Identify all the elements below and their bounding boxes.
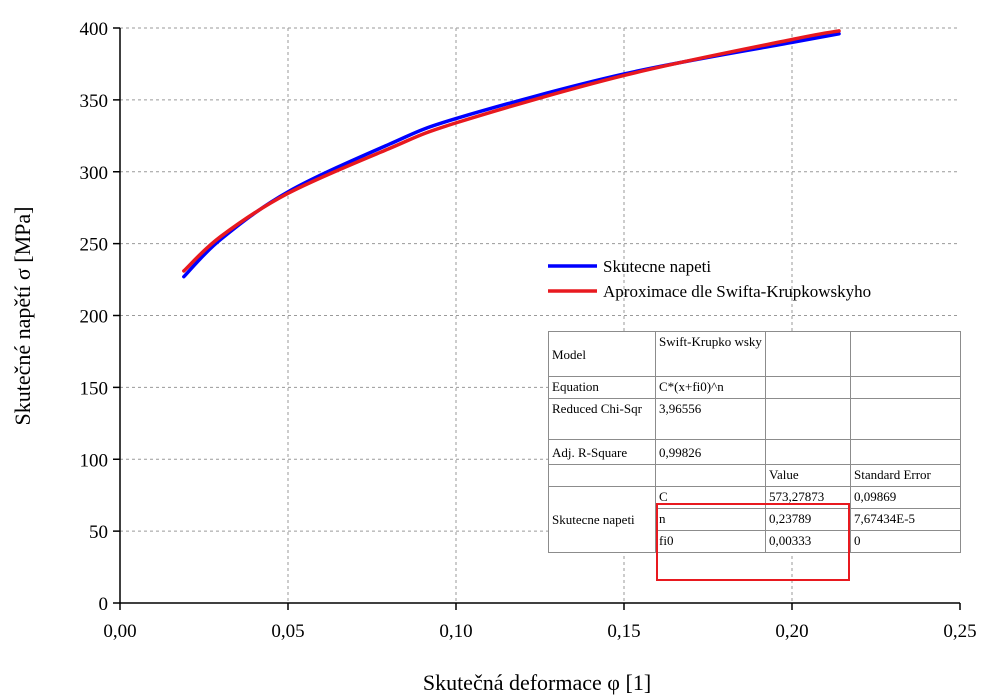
adj-value: 0,99826 xyxy=(655,439,766,465)
series-label: Skutecne napeti xyxy=(548,486,656,553)
x-axis-title: Skutečná deformace φ [1] xyxy=(423,670,651,695)
legend: Skutecne napeti Aproximace dle Swifta-Kru… xyxy=(548,257,871,301)
param-name: n xyxy=(655,508,766,531)
y-tick-label: 350 xyxy=(80,91,109,112)
equation-value: C*(x+fi0)^n xyxy=(655,376,766,399)
chi-label: Reduced Chi-Sqr xyxy=(548,398,656,440)
error-header: Standard Error xyxy=(850,464,961,487)
x-tick-label: 0,10 xyxy=(439,621,472,642)
legend-label: Aproximace dle Swifta-Krupkowskyho xyxy=(603,282,871,301)
param-error: 7,67434E-5 xyxy=(850,508,961,531)
series-lines xyxy=(182,29,841,279)
y-tick-label: 150 xyxy=(80,378,109,399)
empty-cell xyxy=(548,464,656,487)
empty-cell xyxy=(850,398,961,440)
equation-label: Equation xyxy=(548,376,656,399)
y-tick-label: 100 xyxy=(80,450,109,471)
y-tick-label: 250 xyxy=(80,235,109,256)
series-line-1 xyxy=(182,32,841,279)
model-value: Swift-Krupko wsky xyxy=(655,331,766,377)
table-row-header: Value Standard Error xyxy=(548,464,961,487)
x-tick-label: 0,25 xyxy=(943,621,976,642)
x-tick-label: 0,15 xyxy=(607,621,640,642)
legend-label: Skutecne napeti xyxy=(603,257,711,276)
empty-cell xyxy=(850,331,961,377)
table-row-adj-r-square: Adj. R-Square 0,99826 xyxy=(548,439,961,465)
empty-cell xyxy=(765,398,851,440)
table-row-param-c: Skutecne napeti C 573,27873 0,09869 xyxy=(548,486,961,553)
adj-label: Adj. R-Square xyxy=(548,439,656,465)
y-tick-label: 200 xyxy=(80,307,109,328)
empty-cell xyxy=(765,439,851,465)
param-value: 573,27873 xyxy=(765,486,851,509)
empty-cell xyxy=(765,376,851,399)
value-header: Value xyxy=(765,464,851,487)
x-tick-label: 0,00 xyxy=(103,621,136,642)
empty-cell xyxy=(655,464,766,487)
x-tick-label: 0,05 xyxy=(271,621,304,642)
param-value: 0,00333 xyxy=(765,530,851,553)
empty-cell xyxy=(850,439,961,465)
table-row-chi-sqr: Reduced Chi-Sqr 3,96556 xyxy=(548,398,961,440)
table-row-equation: Equation C*(x+fi0)^n xyxy=(548,376,961,399)
fit-results-table: Model Swift-Krupko wsky Equation C*(x+fi… xyxy=(548,331,961,553)
ticks: 0,00 0,05 0,10 0,15 0,20 0,25 0 50 100 150 200 250 3… xyxy=(80,19,977,642)
chi-value: 3,96556 xyxy=(655,398,766,440)
param-value: 0,23789 xyxy=(765,508,851,531)
param-error: 0,09869 xyxy=(850,486,961,509)
param-name: fi0 xyxy=(655,530,766,553)
y-tick-label: 50 xyxy=(89,522,108,543)
y-tick-label: 400 xyxy=(80,19,109,40)
y-axis-title: Skutečné napětí σ [MPa] xyxy=(10,207,35,426)
grid-lines xyxy=(120,27,960,603)
model-label: Model xyxy=(548,331,656,377)
y-tick-label: 0 xyxy=(99,594,109,615)
table-row-param-fi0: fi0 0,00333 0 xyxy=(549,530,961,553)
series-line-2 xyxy=(182,29,841,273)
empty-cell xyxy=(765,331,851,377)
empty-cell xyxy=(850,376,961,399)
param-name: C xyxy=(655,486,766,509)
y-tick-label: 300 xyxy=(80,163,109,184)
param-error: 0 xyxy=(850,530,961,553)
table-row-model: Model Swift-Krupko wsky xyxy=(548,331,961,377)
x-tick-label: 0,20 xyxy=(775,621,808,642)
